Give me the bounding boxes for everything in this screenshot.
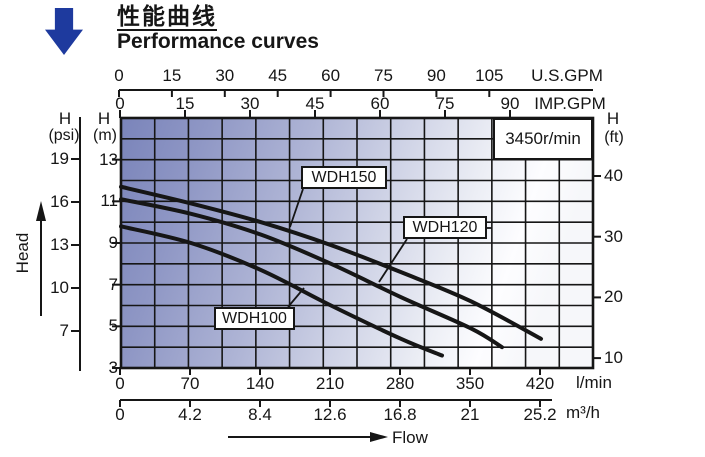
- m3h-unit-label: m³/h: [566, 403, 600, 422]
- ft-tick-label: 40: [604, 166, 623, 185]
- curve-wdh150: [119, 184, 543, 341]
- callout-wdh120: [378, 238, 408, 283]
- m3h-tick-label: 12.6: [313, 405, 347, 424]
- usgpm-unit-label: U.S.GPM: [531, 66, 603, 85]
- impgpm-tick-label: 60: [370, 94, 390, 113]
- impgpm-tick-label: 15: [175, 94, 195, 113]
- curve-label-wdh150: WDH150: [301, 166, 387, 189]
- impgpm-tick-label: 30: [240, 94, 260, 113]
- lmin-tick-label: 350: [455, 374, 485, 393]
- m-tick-label: 5: [108, 316, 118, 336]
- callout-wdh150: [289, 188, 304, 228]
- m3h-tick-label: 8.4: [248, 405, 272, 424]
- psi-tick-label: 10: [50, 278, 69, 297]
- curve-wdh100: [119, 224, 444, 358]
- usgpm-tick-label: 45: [268, 66, 288, 85]
- psi-tick-label: 19: [50, 149, 69, 168]
- impgpm-tick-label: 75: [435, 94, 455, 113]
- m3h-tick-label: 25.2: [523, 405, 557, 424]
- psi-axis-sub: (psi): [48, 127, 80, 144]
- lmin-tick-label: 70: [180, 374, 200, 393]
- title-chinese: 性能曲线: [117, 3, 217, 31]
- psi-tick-label: 7: [59, 321, 69, 340]
- impgpm-tick-label: 45: [305, 94, 325, 113]
- curve-label-wdh120: WDH120: [403, 216, 487, 239]
- curve-label-wdh100: WDH100: [214, 307, 295, 330]
- ft-axis-sub: (ft): [604, 129, 624, 146]
- impgpm-unit-label: IMP.GPM: [534, 94, 606, 113]
- curve-wdh120: [119, 197, 504, 350]
- psi-tick-label: 16: [50, 192, 69, 211]
- m-tick-label: 9: [108, 233, 118, 252]
- lmin-tick-label: 420: [525, 374, 555, 393]
- ft-tick-label: 30: [604, 226, 623, 246]
- ft-axis-header: H: [606, 109, 620, 128]
- m3h-tick-label: 21: [460, 405, 480, 424]
- m-tick-label: 11: [100, 191, 118, 211]
- lmin-unit-label: l/min: [576, 373, 612, 392]
- m3h-tick-label: 0: [115, 405, 125, 424]
- callout-wdh100: [287, 287, 305, 308]
- lmin-tick-label: 140: [245, 374, 275, 393]
- usgpm-tick-label: 75: [374, 66, 393, 85]
- impgpm-tick-label: 90: [500, 94, 520, 113]
- m-tick-label: 3: [108, 358, 118, 377]
- lmin-tick-label: 280: [385, 374, 415, 393]
- impgpm-tick-label: 0: [115, 94, 125, 113]
- usgpm-tick-label: 0: [114, 66, 124, 85]
- psi-axis-header: H: [58, 109, 72, 128]
- head-arrow-head: [36, 201, 46, 221]
- usgpm-tick-label: 30: [215, 66, 235, 85]
- ft-tick-label: 10: [604, 348, 623, 368]
- m-axis-header: H: [97, 109, 111, 128]
- flow-axis-label: Flow: [392, 428, 428, 447]
- speed-badge: 3450r/min: [493, 118, 593, 160]
- usgpm-tick-label: 60: [321, 66, 341, 85]
- title-english: Performance curves: [117, 30, 319, 53]
- psi-tick-label: 13: [50, 235, 69, 254]
- usgpm-tick-label: 90: [426, 66, 446, 85]
- m-tick-label: 13: [99, 149, 118, 169]
- usgpm-tick-label: 105: [475, 66, 504, 85]
- m3h-tick-label: 4.2: [178, 405, 202, 424]
- flow-arrow-head: [370, 432, 388, 442]
- lmin-tick-label: 0: [115, 374, 125, 393]
- m3h-tick-label: 16.8: [383, 405, 417, 424]
- lmin-tick-label: 210: [315, 374, 345, 393]
- m-tick-label: 7: [108, 274, 118, 294]
- ft-tick-label: 20: [604, 287, 623, 307]
- m-axis-sub: (m): [93, 127, 117, 144]
- usgpm-tick-label: 15: [162, 66, 182, 85]
